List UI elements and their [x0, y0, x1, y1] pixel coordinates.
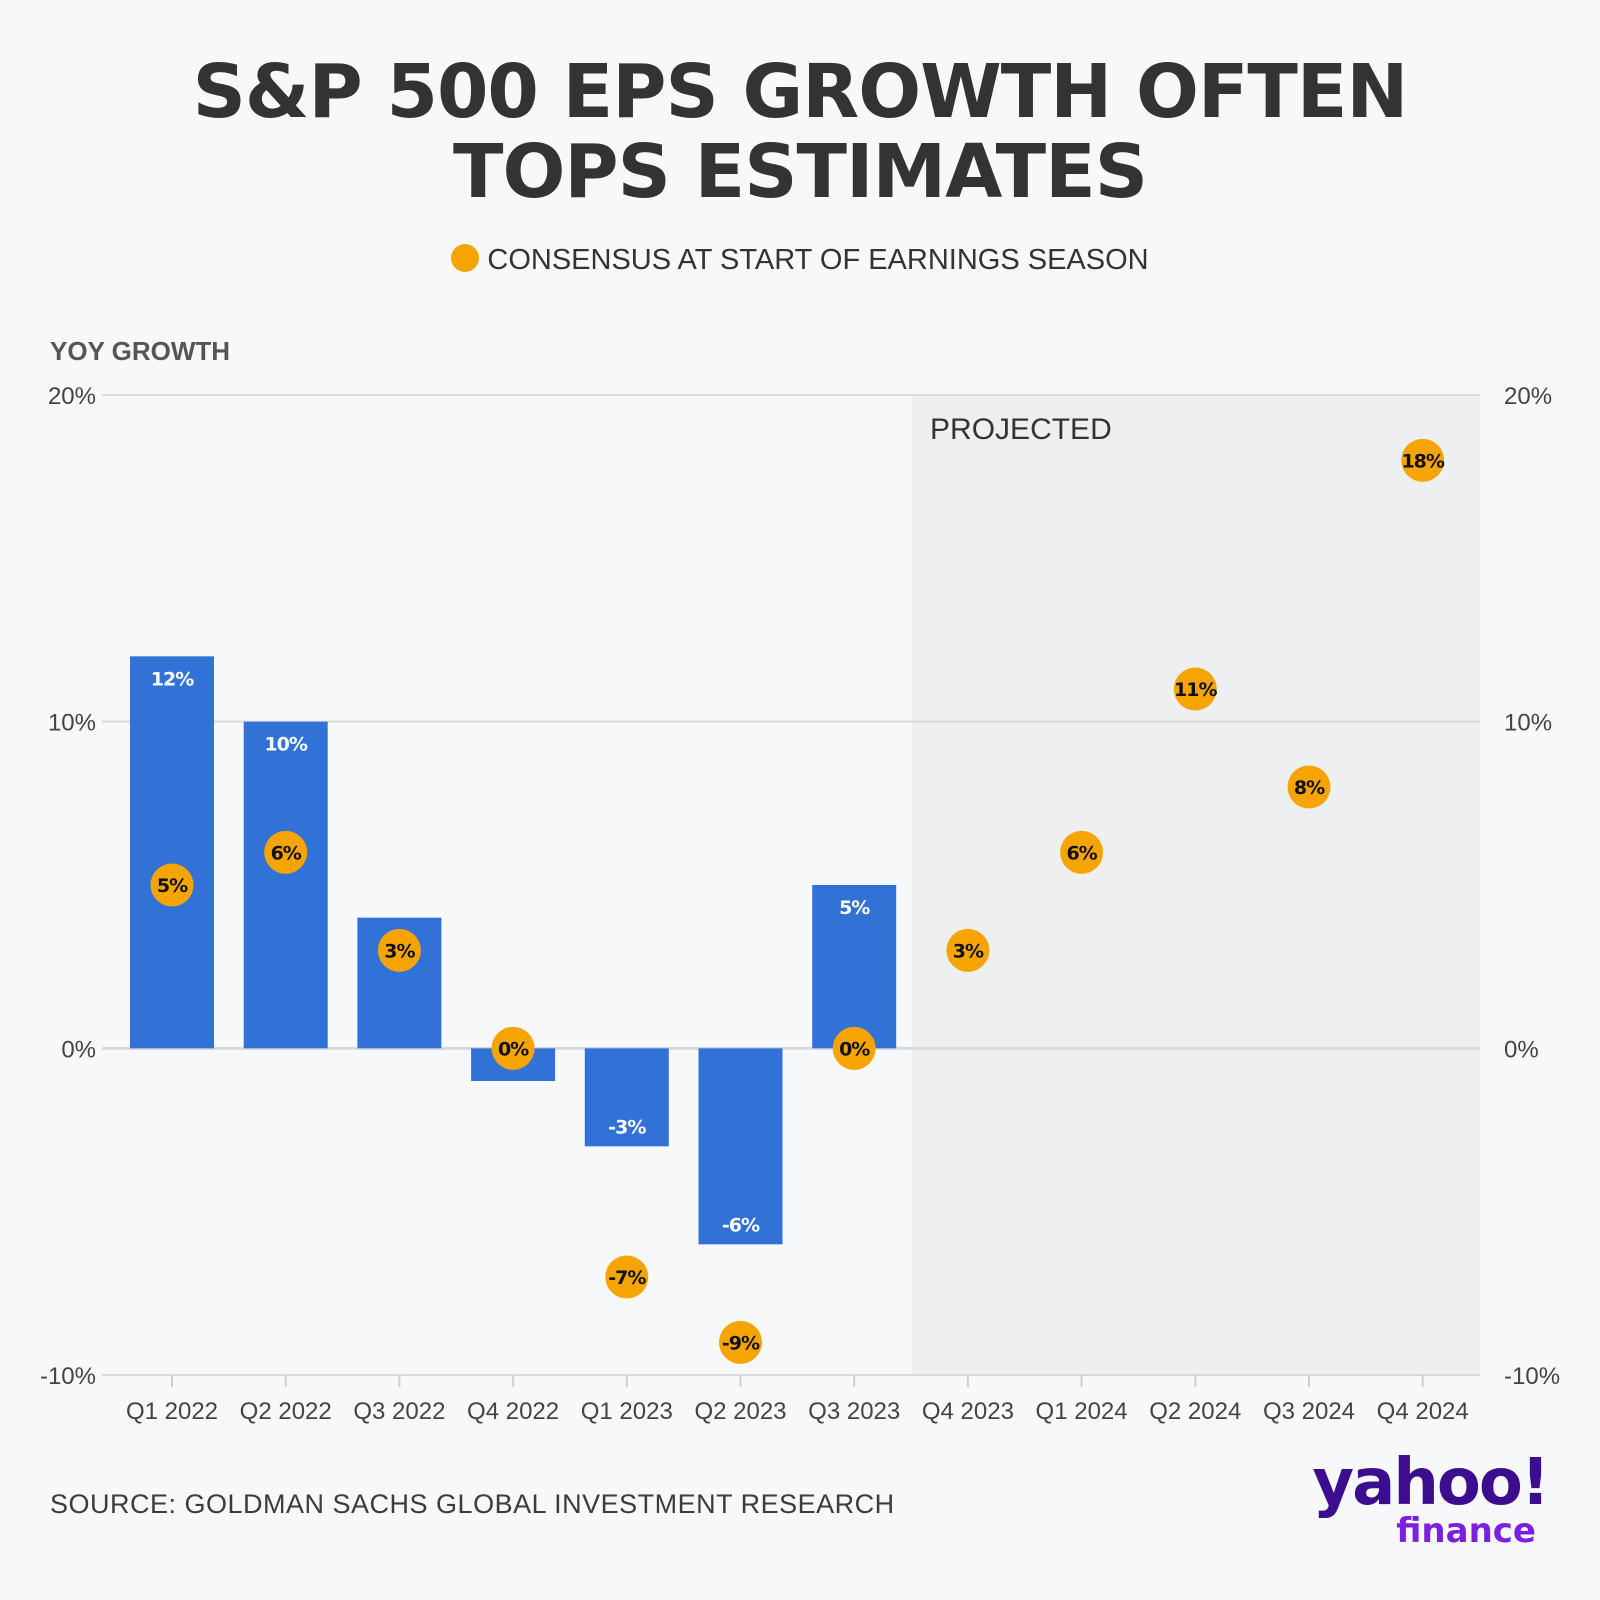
legend-label: CONSENSUS AT START OF EARNINGS SEASON: [487, 244, 1149, 276]
consensus-point: [719, 1320, 762, 1364]
x-tick-label: Q1 2022: [126, 1398, 218, 1425]
consensus-point: [1060, 830, 1104, 874]
x-tick-label: Q3 2022: [353, 1398, 445, 1425]
bar: [243, 721, 328, 1049]
x-tick-label: Q2 2024: [1149, 1398, 1241, 1425]
consensus-point: [1401, 438, 1445, 482]
consensus-point: [1287, 765, 1331, 809]
chart-title-line-2: TOPS ESTIMATES: [452, 129, 1148, 215]
consensus-point: [264, 830, 308, 874]
consensus-point-label: 18%: [1401, 450, 1444, 472]
y-tick-label-right: 20%: [1504, 383, 1552, 410]
consensus-point-label: 11%: [1174, 679, 1217, 701]
legend-dot-icon: [451, 244, 480, 272]
consensus-point-label: 3%: [384, 940, 415, 962]
consensus-point: [832, 1026, 876, 1070]
x-tick-label: Q1 2023: [581, 1398, 673, 1425]
x-tick-label: Q3 2024: [1263, 1398, 1355, 1425]
x-tick-label: Q2 2022: [240, 1398, 332, 1425]
projected-label: PROJECTED: [930, 413, 1112, 446]
bar-value-label: 10%: [264, 734, 307, 756]
bar: [130, 656, 214, 1049]
consensus-point-label: 6%: [271, 842, 302, 864]
bar: [584, 1048, 669, 1147]
y-tick-label-left: 10%: [48, 710, 96, 737]
x-tick-label: Q4 2023: [922, 1398, 1014, 1425]
y-axis-title: YOY GROWTH: [50, 336, 230, 366]
x-tick-label: Q4 2022: [467, 1398, 559, 1425]
consensus-point: [1173, 667, 1217, 711]
x-tick-label: Q2 2023: [694, 1398, 786, 1425]
source-note: SOURCE: GOLDMAN SACHS GLOBAL INVESTMENT …: [50, 1489, 895, 1519]
consensus-point: [605, 1255, 649, 1299]
consensus-point-label: 6%: [1066, 842, 1097, 864]
consensus-point-label: 3%: [953, 940, 984, 962]
yahoo-finance-logo: yahoo! finance: [1312, 1446, 1550, 1551]
consensus-point: [946, 928, 990, 972]
y-tick-label-left: -10%: [40, 1363, 96, 1390]
consensus-point-label: 5%: [157, 875, 188, 897]
consensus-point: [377, 928, 421, 972]
logo-yahoo-text: yahoo!: [1312, 1446, 1550, 1520]
y-tick-label-right: -10%: [1504, 1363, 1560, 1390]
x-tick-label: Q4 2024: [1377, 1398, 1469, 1425]
bar: [812, 885, 897, 1049]
legend: CONSENSUS AT START OF EARNINGS SEASON: [0, 240, 1600, 280]
bar-value-label: -3%: [608, 1116, 646, 1138]
x-tick-label: Q3 2023: [808, 1398, 900, 1425]
consensus-point: [150, 863, 194, 907]
chart-title-line-1: S&P 500 EPS GROWTH OFTEN: [192, 49, 1409, 135]
y-tick-label-left: 20%: [48, 383, 96, 410]
y-tick-label-right: 10%: [1504, 710, 1552, 737]
y-tick-label-left: 0%: [61, 1036, 96, 1063]
bar-value-label: 12%: [151, 668, 194, 690]
x-tick-label: Q1 2024: [1036, 1398, 1128, 1425]
consensus-point-label: 8%: [1294, 777, 1325, 799]
consensus-point-label: -9%: [722, 1332, 760, 1354]
chart-title: S&P 500 EPS GROWTH OFTEN TOPS ESTIMATES: [0, 52, 1600, 212]
bar-value-label: -6%: [722, 1214, 760, 1236]
consensus-point-label: -7%: [608, 1267, 646, 1289]
y-tick-label-right: 0%: [1504, 1036, 1539, 1063]
logo-finance-text: finance: [1396, 1511, 1536, 1551]
bar-value-label: 5%: [839, 897, 870, 919]
consensus-point-label: 0%: [839, 1038, 870, 1060]
projected-region: [912, 395, 1480, 1375]
consensus-point: [491, 1026, 535, 1070]
consensus-point-label: 0%: [498, 1038, 529, 1060]
bar: [698, 1048, 783, 1245]
